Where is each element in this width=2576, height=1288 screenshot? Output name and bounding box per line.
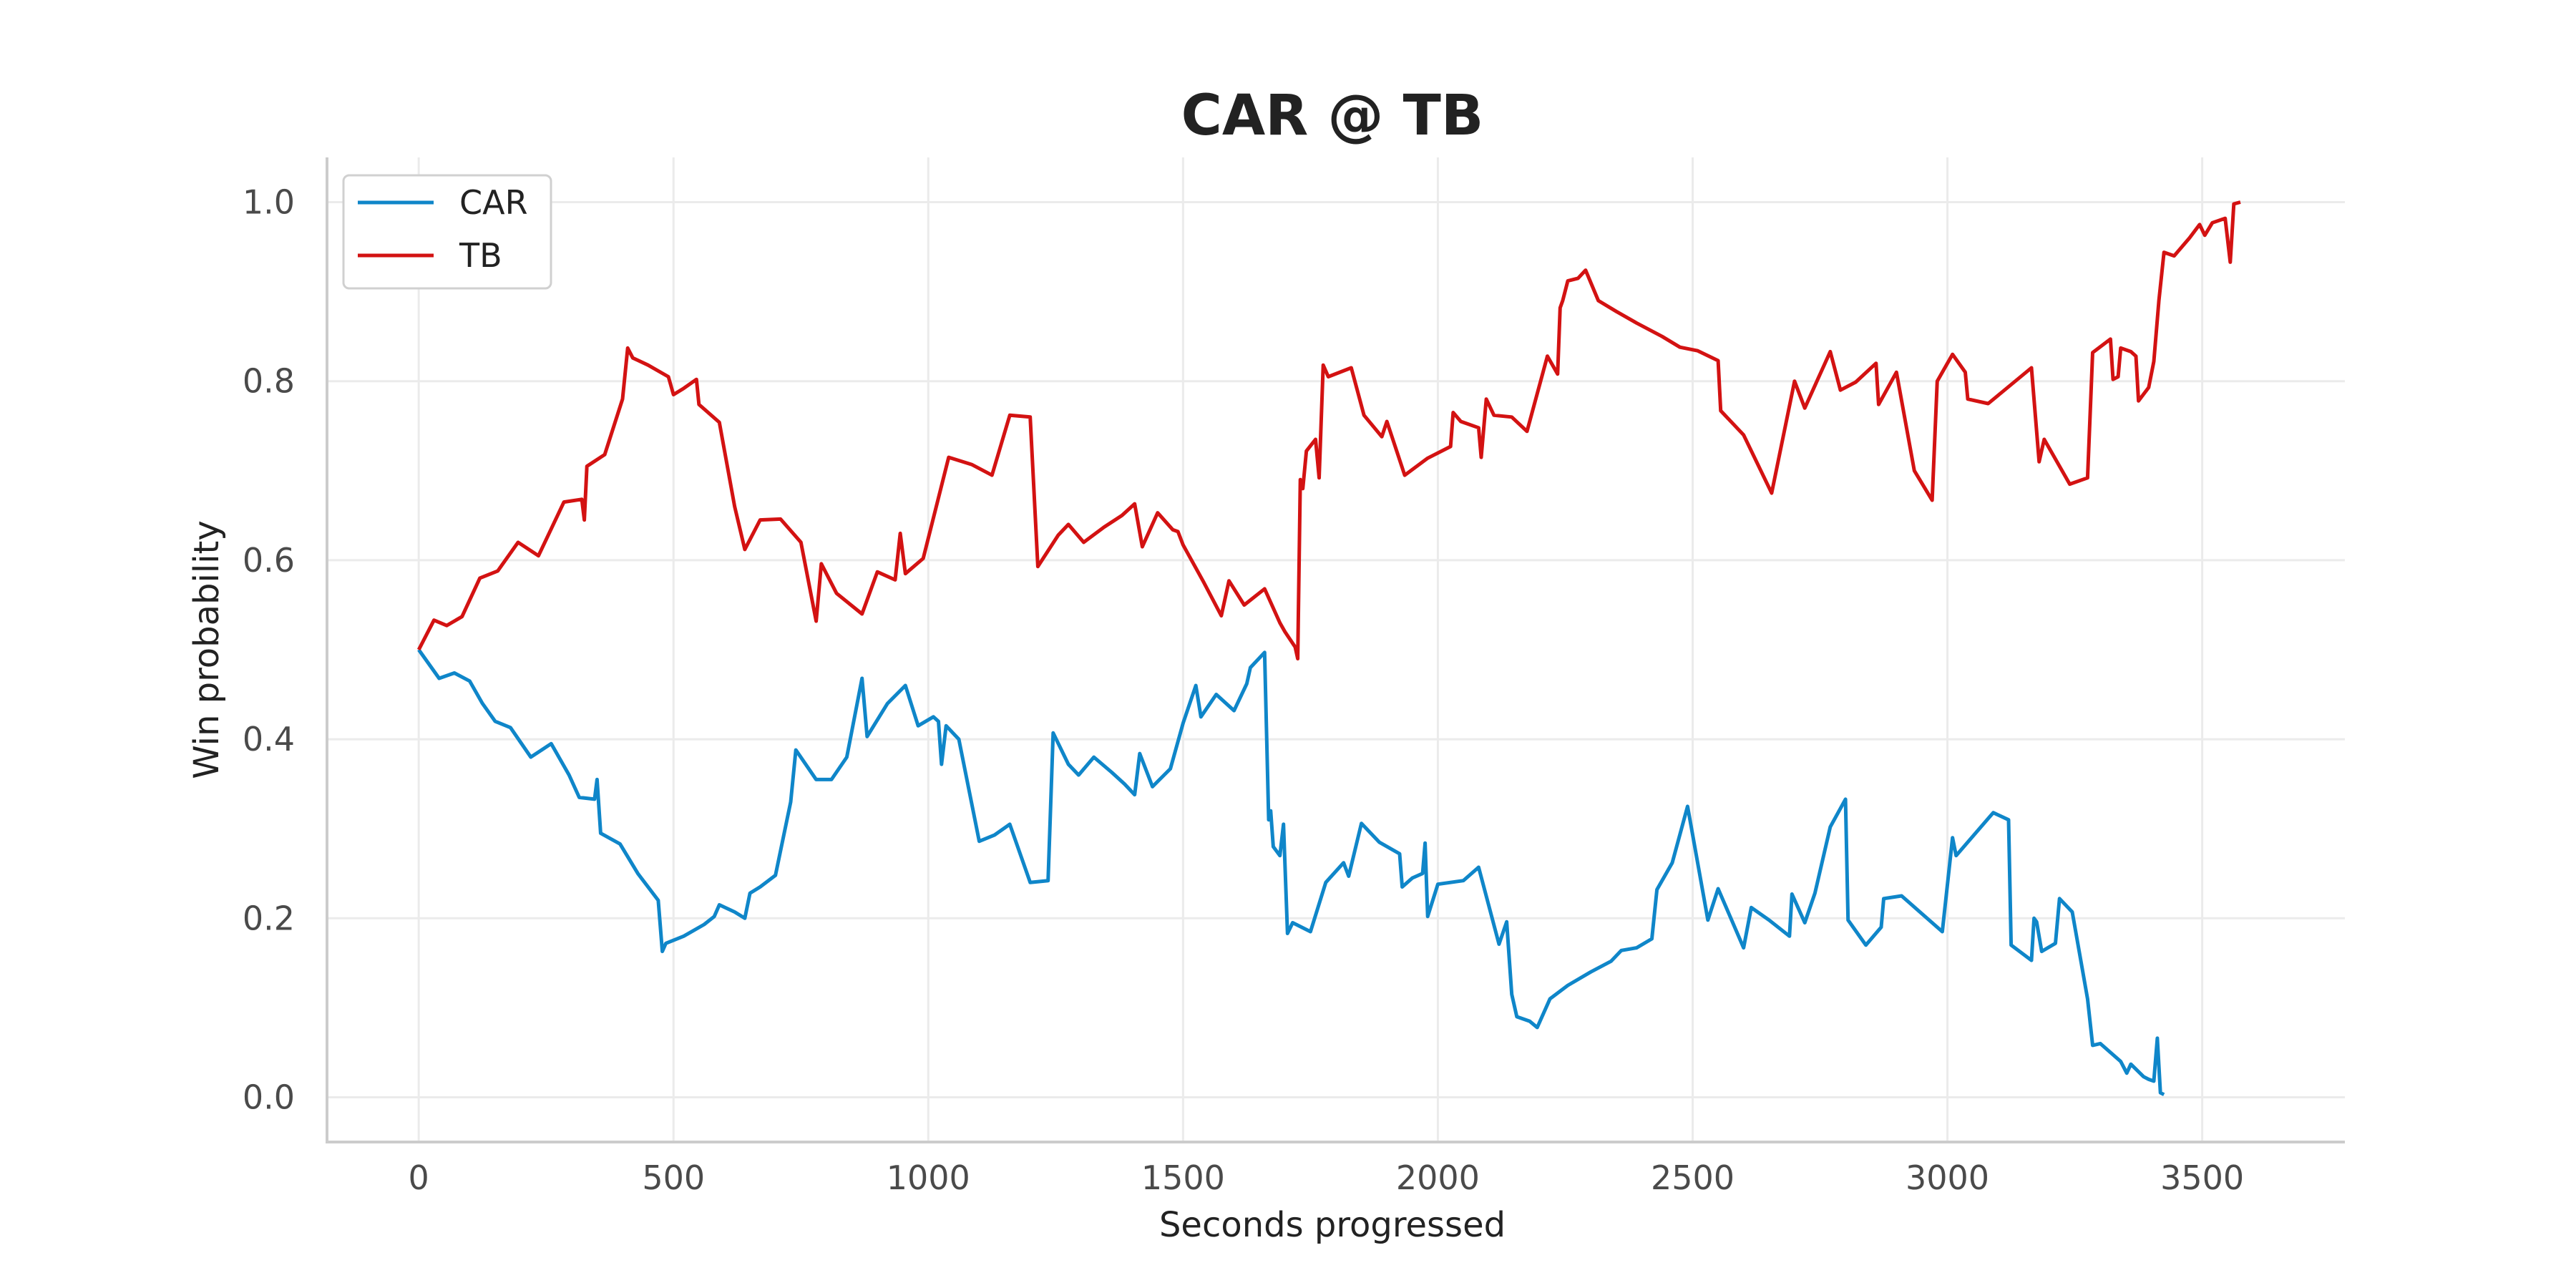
- x-tick-label: 3000: [1906, 1158, 1989, 1197]
- series-lines: [416, 200, 2241, 1096]
- y-axis-label: Win probability: [187, 520, 227, 779]
- y-tick-label: 1.0: [243, 183, 295, 222]
- x-axis-label: Seconds progressed: [1159, 1205, 1506, 1245]
- x-tick-label: 2500: [1651, 1158, 1735, 1197]
- chart-title: CAR @ TB: [1181, 84, 1484, 148]
- x-tick-labels: 0 500 1000 1500 2000 2500 3000 3500: [409, 1158, 2245, 1197]
- y-tick-label: 0.4: [243, 720, 295, 758]
- y-tick-label: 0.2: [243, 899, 295, 937]
- legend-label-tb: TB: [459, 236, 502, 275]
- y-tick-label: 0.8: [243, 362, 295, 401]
- x-tick-label: 2000: [1396, 1158, 1480, 1197]
- x-tick-label: 0: [409, 1158, 429, 1197]
- y-tick-labels: 0.0 0.2 0.4 0.6 0.8 1.0: [243, 183, 295, 1117]
- legend-label-car: CAR: [459, 183, 528, 222]
- y-tick-label: 0.0: [243, 1078, 295, 1116]
- y-tick-label: 0.6: [243, 541, 295, 580]
- legend: CAR TB: [342, 174, 552, 290]
- x-tick-label: 1500: [1141, 1158, 1225, 1197]
- series-line-car: [417, 648, 2165, 1096]
- x-tick-label: 1000: [887, 1158, 970, 1197]
- axes-spine: [326, 157, 2345, 1143]
- x-tick-label: 500: [642, 1158, 705, 1197]
- grid: [327, 157, 2345, 1142]
- series-line-tb: [416, 200, 2241, 660]
- x-tick-label: 3500: [2160, 1158, 2244, 1197]
